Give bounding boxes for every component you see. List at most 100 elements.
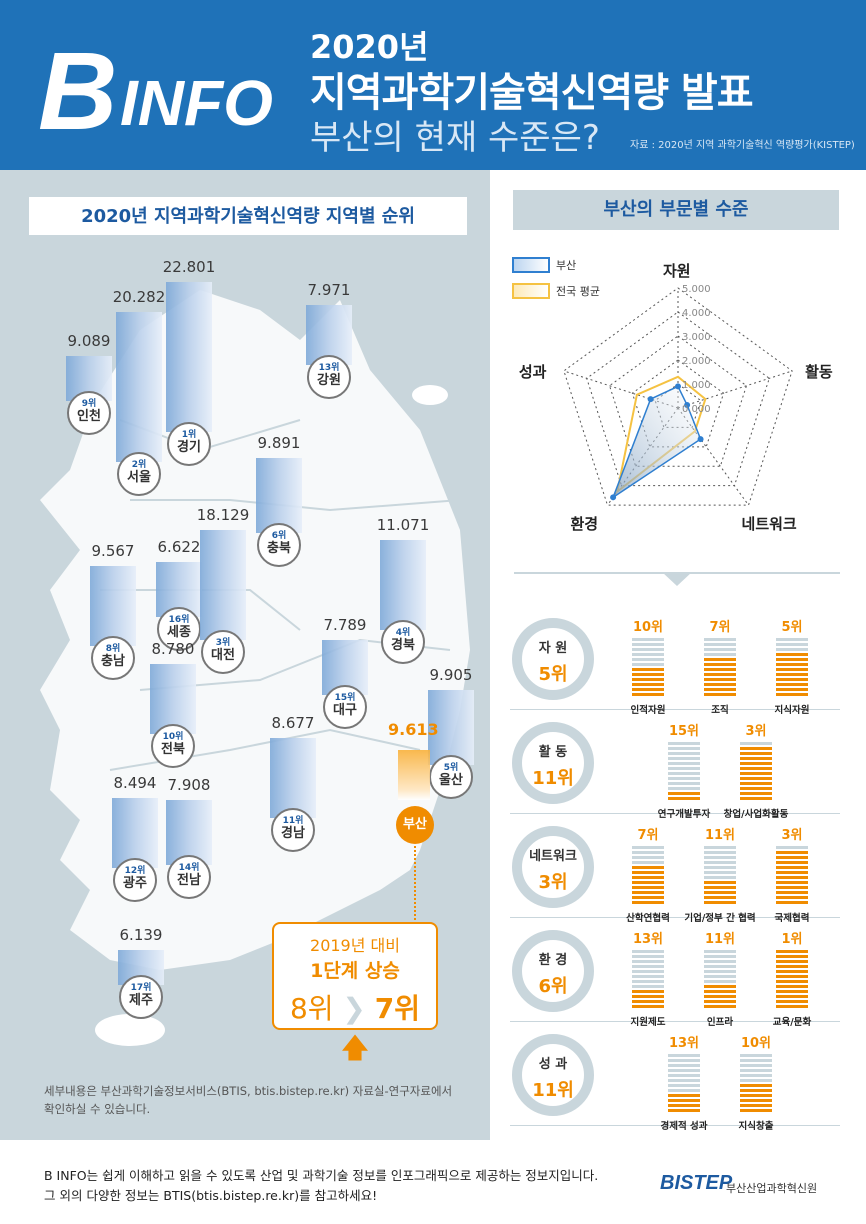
logo-info: INFO: [120, 67, 273, 139]
radar-tick-label: 2.000: [682, 356, 711, 367]
level-segment: [632, 980, 664, 983]
sub-indicator: 3위 국제협력: [775, 828, 810, 924]
level-segment: [704, 693, 736, 696]
level-segment: [668, 1084, 700, 1087]
region-badge: 5위 울산: [429, 755, 473, 799]
level-segment: [632, 683, 664, 686]
sector-rank: 3위: [538, 872, 568, 893]
level-segment: [668, 797, 700, 800]
region-rank: 10위: [162, 732, 184, 742]
level-segment: [632, 995, 664, 998]
level-segment: [704, 960, 736, 963]
region-bar-body: [270, 738, 316, 818]
level-segment: [776, 683, 808, 686]
level-segment: [740, 1094, 772, 1097]
sub-indicator-rank: 13위: [632, 932, 664, 947]
level-segment: [668, 1099, 700, 1102]
level-segment: [740, 757, 772, 760]
level-segment: [704, 965, 736, 968]
sub-indicator-label: 조직: [711, 705, 729, 716]
legend-busan: 부산: [512, 252, 600, 278]
logo-b: B: [38, 30, 117, 153]
region-value: 8.677: [271, 714, 315, 732]
sub-indicator-label: 창업/사업화활동: [723, 809, 789, 820]
region-rank: 15위: [334, 693, 356, 703]
up-arrow-icon: 🡅: [340, 1031, 370, 1064]
sector-name: 자 원: [538, 641, 568, 656]
level-segment: [776, 658, 808, 661]
level-segment: [668, 1069, 700, 1072]
level-segment: [668, 772, 700, 775]
sub-indicator-label: 산학연협력: [626, 913, 670, 924]
region-bar-12: [270, 738, 316, 818]
sub-indicator: 10위 인적자원: [631, 620, 666, 716]
level-segment: [632, 673, 664, 676]
region-ranking-title: 2020년 지역과학기술혁신역량 지역별 순위: [28, 196, 468, 236]
level-segment: [740, 1079, 772, 1082]
sector-title: 부산의 부문별 수준: [513, 190, 839, 230]
level-segment: [740, 1064, 772, 1067]
legend-swatch-busan: [512, 257, 550, 273]
sector-row: 성 과 11위 13위 경제적 성과 10위 지식창출: [510, 1026, 840, 1132]
level-segment: [632, 658, 664, 661]
level-segment: [632, 985, 664, 988]
region-rank: 9위: [81, 399, 97, 409]
region-badge: 3위 대전: [201, 630, 245, 674]
level-segment: [704, 658, 736, 661]
region-bar-6: [200, 530, 246, 640]
sector-row: 네트워크 3위 7위 산학연협력 11위 기업/정부 간 협력 3위 국제협력: [510, 818, 840, 924]
level-segment: [704, 985, 736, 988]
level-segment: [704, 950, 736, 953]
level-segment: [632, 688, 664, 691]
detail-note: 세부내용은 부산과학기술정보서비스(BTIS, btis.bistep.re.k…: [44, 1084, 453, 1116]
level-segment: [740, 782, 772, 785]
sub-indicator: 3위 창업/사업화활동: [724, 724, 789, 820]
region-bar-14: [166, 800, 212, 865]
sub-indicator-rank: 11위: [704, 932, 736, 947]
busan-connector: [414, 846, 416, 920]
radar-tick-label: 5.000: [682, 284, 711, 295]
sub-indicator: 5위 지식자원: [775, 620, 810, 716]
sector-rank: 11위: [532, 1080, 574, 1101]
level-segment: [740, 752, 772, 755]
region-badge: 13위 강원: [307, 355, 351, 399]
level-segment: [776, 861, 808, 864]
radar-axis-label: 자원: [660, 260, 694, 281]
level-segment: [704, 955, 736, 958]
sub-indicator: 10위 지식창출: [739, 1036, 774, 1132]
region-name: 충북: [267, 541, 291, 556]
level-segment: [740, 797, 772, 800]
legend-swatch-national: [512, 283, 550, 299]
level-segment: [740, 1099, 772, 1102]
region-bar-1: [116, 312, 162, 462]
sub-indicator: 1위 교육/문화: [773, 932, 811, 1028]
level-segment: [704, 856, 736, 859]
level-segment: [776, 673, 808, 676]
level-segment: [704, 886, 736, 889]
level-segment: [776, 901, 808, 904]
level-segment: [632, 886, 664, 889]
level-segment: [632, 990, 664, 993]
level-segment: [704, 901, 736, 904]
region-rank: 4위: [395, 628, 411, 638]
level-segment: [776, 871, 808, 874]
region-bar-11: [428, 690, 474, 765]
region-name: 세종: [167, 625, 191, 640]
level-segment: [632, 638, 664, 641]
header-subtitle: 부산의 현재 수준은?: [310, 118, 600, 158]
level-segment: [776, 881, 808, 884]
region-value: 8.494: [113, 774, 157, 792]
level-segment: [740, 1069, 772, 1072]
level-segment: [704, 980, 736, 983]
level-segment: [740, 1089, 772, 1092]
footer-line2: 그 외의 다양한 정보는 BTIS(btis.bistep.re.kr)를 참고…: [44, 1188, 378, 1203]
level-segment: [632, 876, 664, 879]
sub-indicator-label: 지식자원: [774, 705, 810, 716]
level-segment: [776, 980, 808, 983]
region-name: 울산: [439, 773, 463, 788]
level-segment: [740, 1059, 772, 1062]
region-rank: 13위: [318, 363, 340, 373]
sub-indicator-rank: 7위: [709, 620, 731, 635]
level-segment: [776, 1005, 808, 1008]
